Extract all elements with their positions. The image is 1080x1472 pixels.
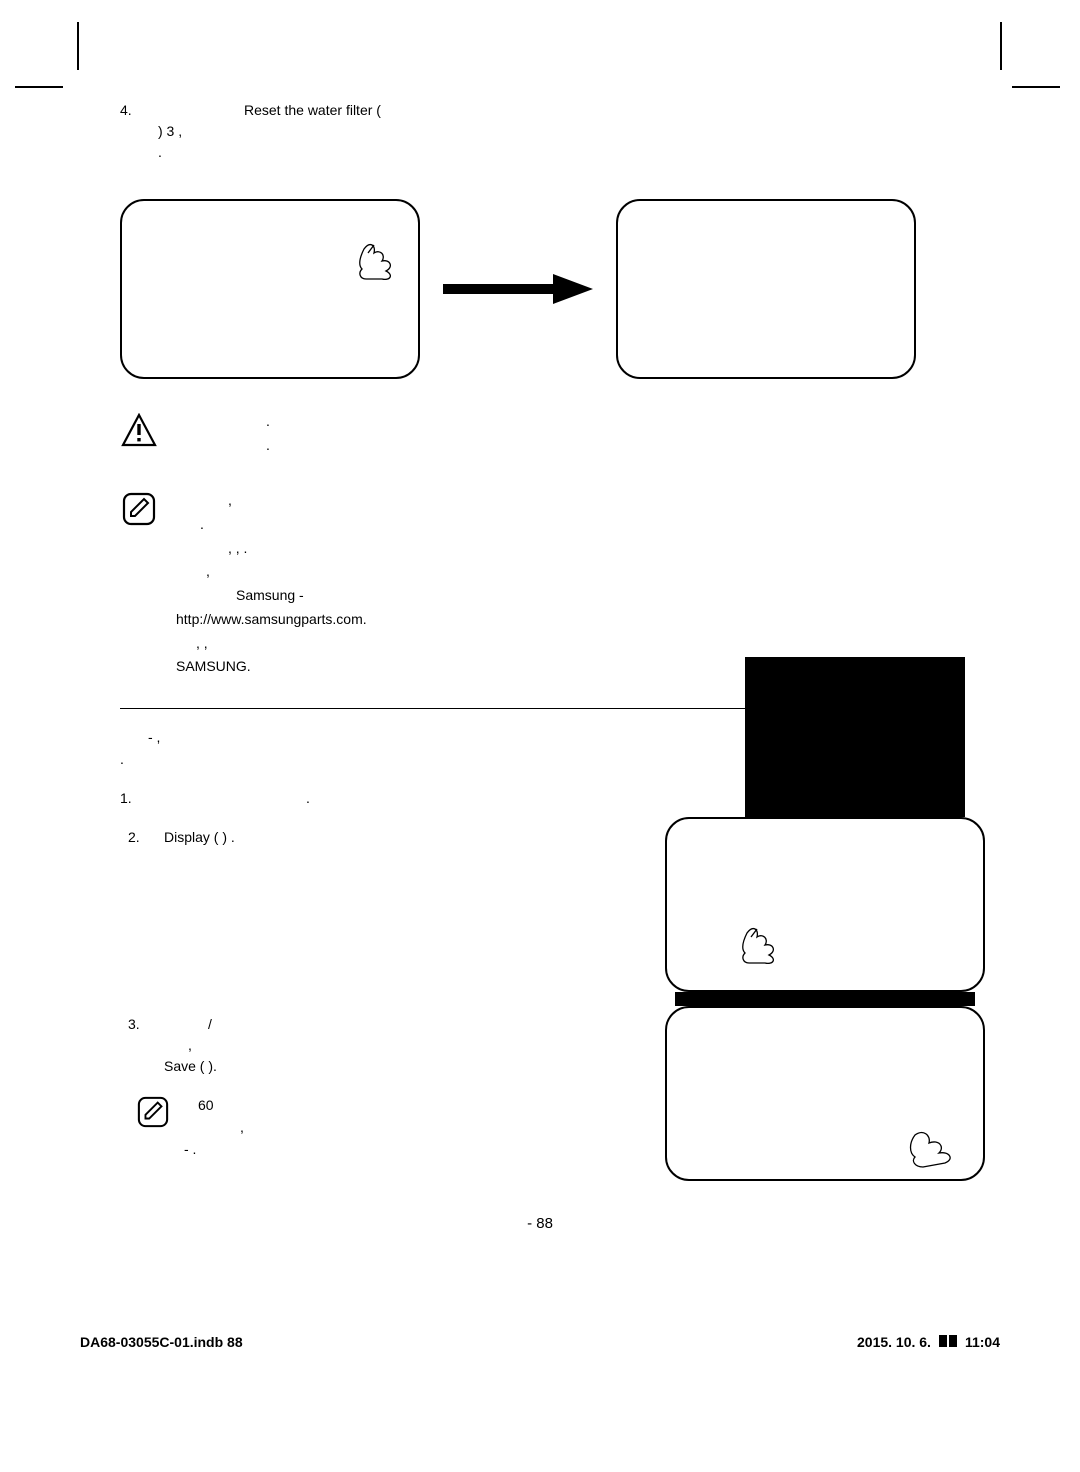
step-number: 4. (120, 100, 148, 163)
text-line: - . (184, 1139, 244, 1161)
page-content: 4. Reset the water filter ( ) 3 , . (120, 100, 960, 1160)
black-divider (675, 992, 975, 1006)
step-list: 1. . 2. Display ( ) . 3. / , Save ( ). (120, 788, 550, 1160)
footer-date: 2015. 10. 6. (857, 1334, 931, 1350)
section-2: - , . 1. . 2. Display ( ) . 3. / (120, 727, 960, 1160)
text-line: Save ( ). (164, 1056, 217, 1077)
display-panel-d (665, 1006, 985, 1181)
text-line: . (266, 435, 960, 457)
text-line: . (200, 514, 960, 536)
hand-icon (739, 919, 785, 965)
list-item: 1. . (120, 788, 550, 809)
note-text: , . , , . , Samsung - http://www.samsung… (176, 490, 960, 680)
step-body: Reset the water filter ( ) 3 , . (158, 100, 960, 163)
footer-timestamp: 2015. 10. 6. 11:04 (857, 1334, 1000, 1350)
note-icon (120, 490, 158, 528)
crop-mark (77, 22, 79, 70)
list-item: 3. / , Save ( ). (128, 1014, 550, 1077)
note-icon (136, 1095, 170, 1129)
crop-mark (1012, 86, 1060, 88)
left-column: - , . 1. . 2. Display ( ) . 3. / (120, 727, 550, 1160)
text-line: 60 (198, 1095, 244, 1117)
step-4: 4. Reset the water filter ( ) 3 , . (120, 100, 960, 163)
black-box (745, 657, 965, 817)
ampm-icon (939, 1335, 957, 1350)
crop-mark (1000, 22, 1002, 70)
text-line: . (266, 411, 960, 433)
text-line: , (206, 561, 960, 583)
display-panel-after (616, 199, 916, 379)
step-number: 1. (120, 788, 142, 809)
footer-file: DA68-03055C-01.indb 88 (80, 1334, 243, 1350)
step-text: / , Save ( ). (164, 1014, 217, 1077)
text-line: , (228, 490, 960, 512)
page-number: - 88 (0, 1215, 1080, 1232)
illustration-row (120, 199, 960, 379)
crop-mark (15, 86, 63, 88)
step-number: 3. (128, 1014, 150, 1077)
text-fragment: Reset the water filter ( (244, 102, 381, 118)
text-line: , , (196, 633, 960, 655)
step-text: . (306, 788, 310, 809)
text-line: . (158, 142, 960, 163)
arrow (438, 274, 598, 304)
hand-icon (909, 1127, 959, 1169)
text-line: - , (148, 727, 550, 749)
text-line: , (240, 1117, 244, 1139)
text-line: Samsung - (236, 585, 960, 607)
list-item: 2. Display ( ) . (128, 827, 550, 848)
note-text: 60 , - . (184, 1095, 244, 1160)
hand-icon (356, 235, 402, 281)
right-illustrations (665, 657, 995, 1181)
right-arrow-icon (443, 274, 593, 304)
display-panel-before (120, 199, 420, 379)
step-text: Display ( ) . (164, 827, 235, 848)
text-line: . (120, 749, 550, 771)
text-line: , , . (228, 538, 960, 560)
step-number: 2. (128, 827, 150, 848)
text-line: http://www.samsungparts.com. (176, 609, 960, 631)
note-block-2: 60 , - . (136, 1095, 550, 1160)
text-line: / (208, 1014, 217, 1035)
footer: DA68-03055C-01.indb 88 2015. 10. 6. 11:0… (80, 1334, 1000, 1350)
text-line: ) 3 , (158, 121, 960, 142)
warning-text: . . (176, 411, 960, 458)
text-line: , (188, 1035, 217, 1056)
warning-block: . . (120, 411, 960, 458)
note-block: , . , , . , Samsung - http://www.samsung… (120, 490, 960, 680)
footer-time: 11:04 (965, 1334, 1000, 1350)
display-panel-c (665, 817, 985, 992)
warning-icon (120, 411, 158, 449)
